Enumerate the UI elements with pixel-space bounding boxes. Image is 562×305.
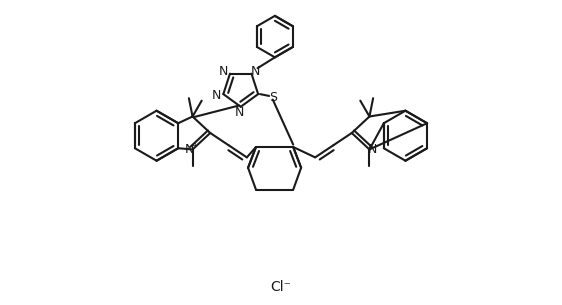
Text: N: N [368, 143, 377, 156]
Text: N: N [219, 65, 229, 78]
Text: Cl⁻: Cl⁻ [270, 280, 292, 294]
Text: N: N [251, 65, 260, 78]
Text: N: N [212, 89, 221, 102]
Text: S: S [269, 91, 277, 104]
Text: +: + [191, 141, 198, 150]
Text: N: N [235, 106, 244, 119]
Text: N: N [185, 143, 194, 156]
